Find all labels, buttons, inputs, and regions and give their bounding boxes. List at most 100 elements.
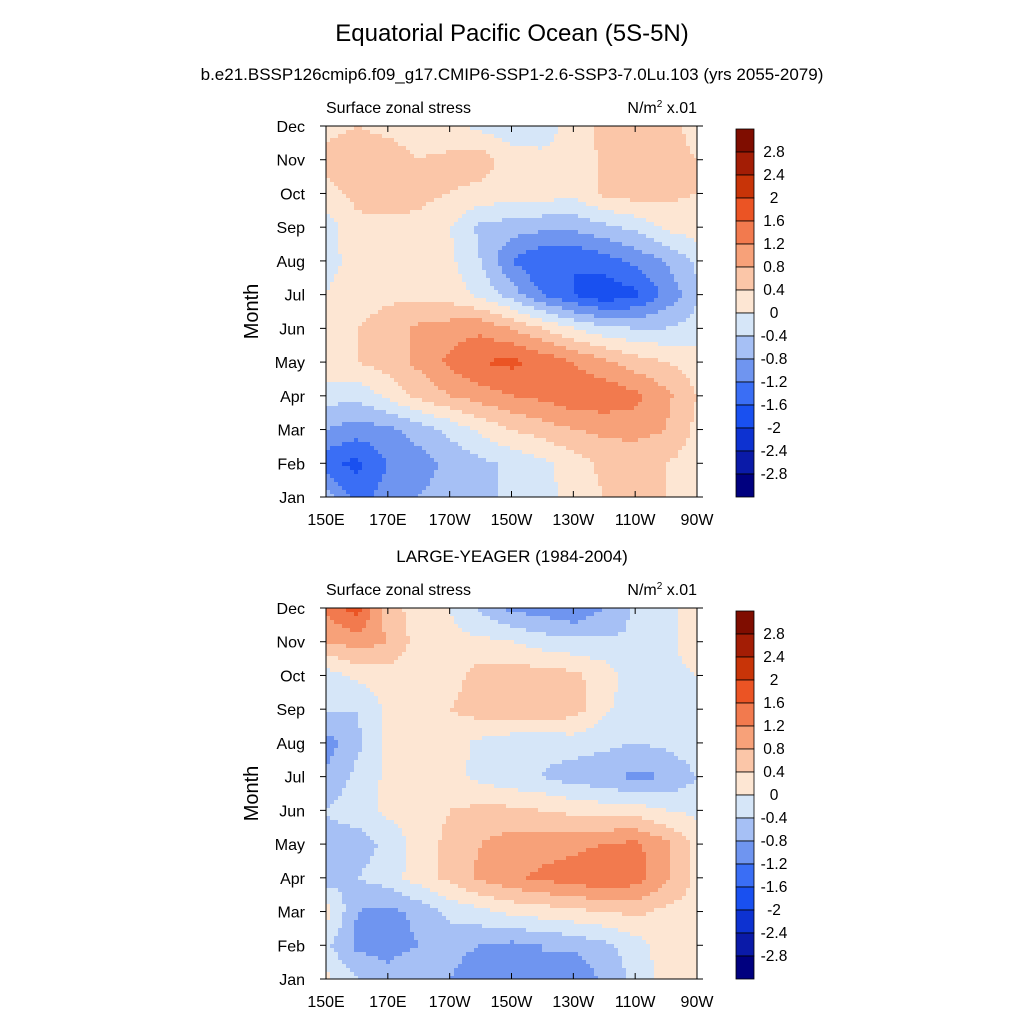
contour-cell <box>330 214 335 219</box>
contour-cell <box>390 274 395 279</box>
contour-cell <box>470 242 475 247</box>
contour-cell <box>678 178 683 183</box>
contour-cell <box>370 314 375 319</box>
contour-cell <box>642 294 647 299</box>
contour-cell <box>538 322 543 327</box>
contour-cell <box>598 290 603 295</box>
contour-cell <box>430 294 435 299</box>
contour-cell <box>478 194 483 199</box>
contour-cell <box>386 230 391 235</box>
contour-cell <box>438 266 443 271</box>
contour-cell <box>454 158 459 163</box>
contour-cell <box>662 302 667 307</box>
contour-cell <box>622 230 627 235</box>
contour-cell <box>574 282 579 287</box>
contour-cell <box>606 202 611 207</box>
contour-cell <box>446 270 451 275</box>
contour-cell <box>626 318 631 323</box>
contour-cell <box>426 274 431 279</box>
contour-cell <box>558 262 563 267</box>
contour-cell <box>682 162 687 167</box>
contour-cell <box>558 190 563 195</box>
contour-cell <box>646 258 651 263</box>
contour-cell <box>470 250 475 255</box>
contour-cell <box>578 314 583 319</box>
contour-cell <box>470 334 475 339</box>
contour-cell <box>410 274 415 279</box>
contour-cell <box>554 310 559 315</box>
contour-cell <box>402 138 407 143</box>
contour-cell <box>530 230 535 235</box>
contour-cell <box>330 234 335 239</box>
contour-cell <box>526 334 531 339</box>
contour-cell <box>510 250 515 255</box>
contour-cell <box>690 198 695 203</box>
contour-cell <box>494 326 499 331</box>
contour-cell <box>382 166 387 171</box>
contour-cell <box>598 218 603 223</box>
contour-cell <box>570 266 575 271</box>
contour-cell <box>446 182 451 187</box>
contour-cell <box>602 170 607 175</box>
contour-cell <box>418 226 423 231</box>
contour-cell <box>578 318 583 323</box>
contour-cell <box>586 270 591 275</box>
contour-cell <box>410 334 415 339</box>
contour-cell <box>550 130 555 135</box>
contour-cell <box>618 330 623 335</box>
contour-cell <box>426 162 431 167</box>
contour-cell <box>650 282 655 287</box>
contour-cell <box>614 134 619 139</box>
contour-cell <box>554 298 559 303</box>
contour-cell <box>462 330 467 335</box>
contour-cell <box>626 214 631 219</box>
contour-cell <box>490 206 495 211</box>
contour-cell <box>478 174 483 179</box>
contour-cell <box>566 190 571 195</box>
contour-cell <box>610 290 615 295</box>
contour-cell <box>606 146 611 151</box>
contour-cell <box>478 246 483 251</box>
contour-cell <box>522 154 527 159</box>
contour-cell <box>438 178 443 183</box>
contour-cell <box>498 186 503 191</box>
contour-cell <box>366 326 371 331</box>
contour-cell <box>466 210 471 215</box>
contour-cell <box>658 146 663 151</box>
contour-cell <box>478 214 483 219</box>
contour-cell <box>438 242 443 247</box>
contour-cell <box>574 218 579 223</box>
contour-cell <box>570 234 575 239</box>
contour-cell <box>522 242 527 247</box>
contour-cell <box>574 134 579 139</box>
contour-cell <box>378 242 383 247</box>
contour-cell <box>678 166 683 171</box>
contour-cell <box>538 198 543 203</box>
contour-cell <box>470 154 475 159</box>
contour-cell <box>378 314 383 319</box>
contour-cell <box>594 174 599 179</box>
contour-cell <box>626 250 631 255</box>
contour-cell <box>426 306 431 311</box>
contour-cell <box>558 126 563 131</box>
contour-cell <box>502 210 507 215</box>
contour-cell <box>566 230 571 235</box>
contour-cell <box>550 202 555 207</box>
contour-cell <box>474 262 479 267</box>
contour-cell <box>598 138 603 143</box>
contour-cell <box>586 138 591 143</box>
contour-cell <box>534 238 539 243</box>
contour-cell <box>390 318 395 323</box>
contour-cell <box>454 302 459 307</box>
contour-cell <box>638 330 643 335</box>
contour-cell <box>594 190 599 195</box>
contour-cell <box>370 266 375 271</box>
contour-cell <box>602 162 607 167</box>
contour-cell <box>498 266 503 271</box>
contour-cell <box>450 282 455 287</box>
contour-cell <box>402 302 407 307</box>
contour-cell <box>438 146 443 151</box>
contour-cell <box>542 154 547 159</box>
contour-cell <box>590 130 595 135</box>
contour-cell <box>338 274 343 279</box>
